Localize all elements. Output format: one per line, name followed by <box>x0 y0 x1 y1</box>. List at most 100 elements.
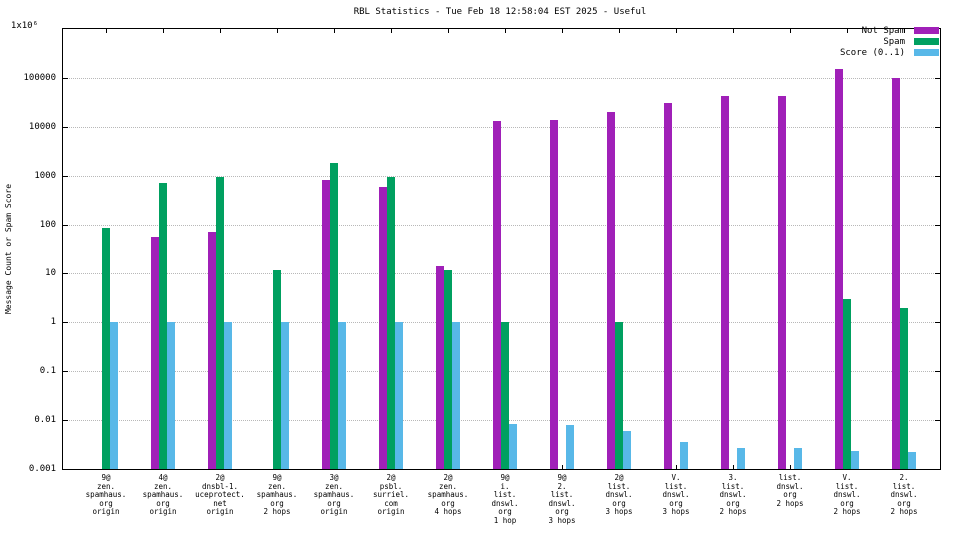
x-tick-bottom <box>733 465 734 469</box>
y-major-tick-left <box>63 176 68 177</box>
gridline-1e5 <box>63 78 940 79</box>
y-major-tick-left <box>63 78 68 79</box>
x-tick-top <box>106 29 107 33</box>
bar-score-10 <box>680 442 688 469</box>
bar-score-5 <box>395 322 403 469</box>
x-tick-bottom <box>676 465 677 469</box>
x-category-label: 9@ i. list. dnswl. org 1 hop <box>491 473 519 525</box>
x-category-label: 9@ zen. spamhaus. org origin <box>85 473 127 517</box>
legend-label-notspam: Not Spam <box>861 25 905 36</box>
bar-score-4 <box>338 322 346 469</box>
y-major-tick-left <box>63 322 68 323</box>
bar-score-8 <box>566 424 574 469</box>
bar-notspam-6 <box>436 266 444 469</box>
y-major-tick-right <box>935 78 940 79</box>
gridline-1e4 <box>63 127 940 128</box>
x-category-label: 2@ list. dnswl. org 3 hops <box>605 473 633 517</box>
bar-spam-9 <box>615 322 623 469</box>
x-category-label: V. list. dnswl. org 3 hops <box>662 473 690 517</box>
bar-notspam-5 <box>379 186 387 469</box>
y-tick-label: 0.001 <box>28 464 56 474</box>
bar-spam-4 <box>330 163 338 469</box>
x-category-label: 3. list. dnswl. org 2 hops <box>719 473 747 517</box>
y-major-tick-right <box>935 420 940 421</box>
bar-notspam-10 <box>664 103 672 469</box>
bar-notspam-4 <box>322 180 330 469</box>
y-major-tick-right <box>935 225 940 226</box>
x-category-label: 2@ zen. spamhaus. org 4 hops <box>427 473 469 517</box>
y-tick-label: 10000 <box>28 121 56 132</box>
bar-spam-7 <box>501 322 509 469</box>
bar-score-12 <box>794 447 802 469</box>
legend-label-spam: Spam <box>883 36 905 47</box>
x-tick-top <box>904 29 905 33</box>
bar-score-2 <box>224 322 232 469</box>
x-tick-top <box>163 29 164 33</box>
y-major-tick-left <box>63 420 68 421</box>
legend-item-score: Score (0..1) <box>840 47 939 58</box>
bar-spam-13 <box>843 299 851 469</box>
y-tick-label: 1 <box>50 317 56 328</box>
bar-spam-3 <box>273 269 281 469</box>
y-tick-label: 0.1 <box>39 366 56 377</box>
legend-item-notspam: Not Spam <box>840 25 939 36</box>
bar-notspam-2 <box>208 232 216 469</box>
y-major-tick-right <box>935 273 940 274</box>
x-tick-top <box>448 29 449 33</box>
bar-spam-6 <box>444 269 452 469</box>
bar-notspam-12 <box>778 96 786 469</box>
x-category-label: 4@ zen. spamhaus. org origin <box>142 473 184 517</box>
y-major-tick-left <box>63 225 68 226</box>
bar-spam-14 <box>900 307 908 469</box>
x-category-label: 9@ 2. list. dnswl. org 3 hops <box>548 473 576 525</box>
bar-notspam-11 <box>721 96 729 469</box>
y-tick-label: 10 <box>45 268 56 279</box>
y-major-tick-right <box>935 371 940 372</box>
bar-spam-2 <box>216 176 224 469</box>
x-tick-bottom <box>562 465 563 469</box>
bar-spam-1 <box>159 183 167 469</box>
x-category-label: 3@ zen. spamhaus. org origin <box>313 473 355 517</box>
x-tick-top <box>676 29 677 33</box>
bar-score-14 <box>908 452 916 469</box>
y-major-tick-left <box>63 273 68 274</box>
bar-score-11 <box>737 447 745 469</box>
bar-score-13 <box>851 451 859 469</box>
x-tick-top <box>733 29 734 33</box>
x-tick-top <box>847 29 848 33</box>
y-tick-label: 1000 <box>34 170 56 181</box>
bar-score-3 <box>281 322 289 469</box>
x-category-label: 2@ psbl. surriel. com origin <box>372 473 410 517</box>
x-tick-top <box>277 29 278 33</box>
x-tick-top <box>220 29 221 33</box>
bar-score-0 <box>110 322 118 469</box>
y-major-tick-left <box>63 371 68 372</box>
x-tick-top <box>505 29 506 33</box>
bar-score-9 <box>623 430 631 469</box>
x-category-label: 2@ dnsbl-1. uceprotect. net origin <box>195 473 245 517</box>
bar-score-7 <box>509 423 517 469</box>
y-major-tick-right <box>935 176 940 177</box>
gridline-1e1 <box>63 273 940 274</box>
bar-notspam-7 <box>493 121 501 469</box>
bar-notspam-9 <box>607 112 615 469</box>
legend-swatch-spam <box>914 38 939 45</box>
plot-area <box>62 28 941 470</box>
y-tick-label: 100000 <box>23 72 56 83</box>
x-category-label: V. list. dnswl. org 2 hops <box>833 473 861 517</box>
gridline-1e3 <box>63 176 940 177</box>
chart-title: RBL Statistics - Tue Feb 18 12:58:04 EST… <box>353 7 647 17</box>
bar-score-1 <box>167 322 175 469</box>
bar-score-6 <box>452 322 460 469</box>
bar-spam-5 <box>387 176 395 469</box>
x-category-label: list. dnswl. org 2 hops <box>776 473 804 508</box>
bar-notspam-1 <box>151 237 159 469</box>
legend-swatch-notspam <box>914 27 939 34</box>
y-major-tick-right <box>935 127 940 128</box>
x-tick-top <box>790 29 791 33</box>
y-tick-label-top: 1x10⁶ <box>10 21 38 31</box>
x-tick-top <box>391 29 392 33</box>
legend: Not Spam Spam Score (0..1) <box>840 25 939 58</box>
gridline-1e2 <box>63 225 940 226</box>
